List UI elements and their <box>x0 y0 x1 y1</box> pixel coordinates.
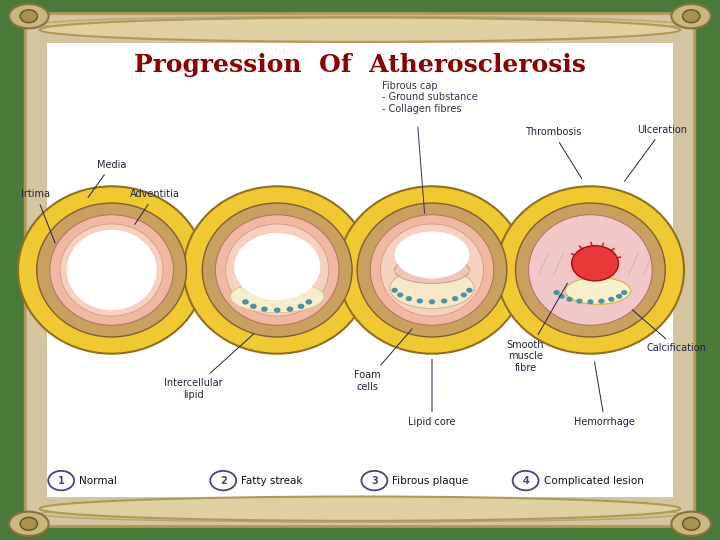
Circle shape <box>392 288 397 292</box>
Circle shape <box>306 300 312 304</box>
Circle shape <box>683 10 700 23</box>
Circle shape <box>588 300 593 303</box>
Text: Intercellular
lipid: Intercellular lipid <box>163 334 253 400</box>
Ellipse shape <box>565 278 631 305</box>
Circle shape <box>287 307 292 311</box>
Ellipse shape <box>671 4 711 28</box>
Text: Fibrous plaque: Fibrous plaque <box>392 476 469 485</box>
Ellipse shape <box>497 186 684 354</box>
Ellipse shape <box>370 215 494 325</box>
Circle shape <box>609 298 613 301</box>
FancyBboxPatch shape <box>25 14 695 526</box>
Ellipse shape <box>40 16 680 32</box>
Ellipse shape <box>18 186 205 354</box>
Circle shape <box>554 291 559 294</box>
Ellipse shape <box>40 506 680 522</box>
Circle shape <box>397 293 402 297</box>
Circle shape <box>513 471 539 490</box>
Ellipse shape <box>37 203 186 337</box>
Text: 3: 3 <box>371 476 378 485</box>
Text: Irtima: Irtima <box>22 190 55 243</box>
Circle shape <box>48 471 74 490</box>
Ellipse shape <box>572 246 618 281</box>
Ellipse shape <box>60 224 163 316</box>
Ellipse shape <box>40 497 680 521</box>
Circle shape <box>467 288 472 292</box>
Ellipse shape <box>338 186 526 354</box>
Circle shape <box>599 299 604 303</box>
Text: Hemorrhage: Hemorrhage <box>575 362 635 427</box>
Text: Smooth
muscle
fibre: Smooth muscle fibre <box>507 283 567 373</box>
Text: Lipid core: Lipid core <box>408 359 456 427</box>
Circle shape <box>20 517 37 530</box>
Text: Complicated lesion: Complicated lesion <box>544 476 644 485</box>
Circle shape <box>622 291 626 294</box>
Ellipse shape <box>215 215 339 325</box>
Text: Normal: Normal <box>79 476 117 485</box>
Circle shape <box>243 300 248 304</box>
Circle shape <box>683 517 700 530</box>
Ellipse shape <box>184 186 371 354</box>
FancyBboxPatch shape <box>47 43 673 497</box>
Circle shape <box>462 293 467 297</box>
Ellipse shape <box>50 215 174 325</box>
Text: Fatty streak: Fatty streak <box>241 476 302 485</box>
Ellipse shape <box>9 512 49 536</box>
Circle shape <box>262 307 267 311</box>
Text: Progression  Of  Atherosclerosis: Progression Of Atherosclerosis <box>134 53 586 77</box>
Circle shape <box>20 10 37 23</box>
Ellipse shape <box>390 268 474 308</box>
Ellipse shape <box>67 230 156 310</box>
Circle shape <box>407 297 411 300</box>
Ellipse shape <box>40 18 680 42</box>
Ellipse shape <box>9 4 49 28</box>
Ellipse shape <box>234 233 320 300</box>
Circle shape <box>617 294 621 298</box>
Ellipse shape <box>528 215 652 325</box>
Text: Thrombosis: Thrombosis <box>525 127 582 179</box>
Text: 4: 4 <box>522 476 529 485</box>
Circle shape <box>274 308 280 312</box>
Circle shape <box>251 305 256 308</box>
Text: Calcification: Calcification <box>632 309 707 353</box>
Text: Foam
cells: Foam cells <box>354 329 412 392</box>
Ellipse shape <box>225 224 328 316</box>
Circle shape <box>418 299 423 303</box>
Circle shape <box>430 300 434 303</box>
Ellipse shape <box>380 224 484 316</box>
Circle shape <box>453 297 457 300</box>
Text: Fibrous cap
- Ground substance
- Collagen fibres: Fibrous cap - Ground substance - Collage… <box>382 80 477 114</box>
Circle shape <box>441 299 446 303</box>
Ellipse shape <box>516 203 665 337</box>
Circle shape <box>577 299 582 303</box>
Ellipse shape <box>671 512 711 536</box>
Circle shape <box>210 471 236 490</box>
Circle shape <box>361 471 387 490</box>
Ellipse shape <box>202 203 352 337</box>
Ellipse shape <box>563 240 627 286</box>
Circle shape <box>559 294 564 298</box>
Ellipse shape <box>395 232 469 278</box>
Circle shape <box>567 298 572 301</box>
Text: Adventitia: Adventitia <box>130 190 180 225</box>
Text: 1: 1 <box>58 476 65 485</box>
Ellipse shape <box>395 256 469 284</box>
Ellipse shape <box>230 281 324 313</box>
Circle shape <box>298 305 304 308</box>
Text: Ulceration: Ulceration <box>624 125 688 181</box>
Ellipse shape <box>357 203 507 337</box>
Text: 2: 2 <box>220 476 227 485</box>
Text: Media: Media <box>88 160 126 198</box>
